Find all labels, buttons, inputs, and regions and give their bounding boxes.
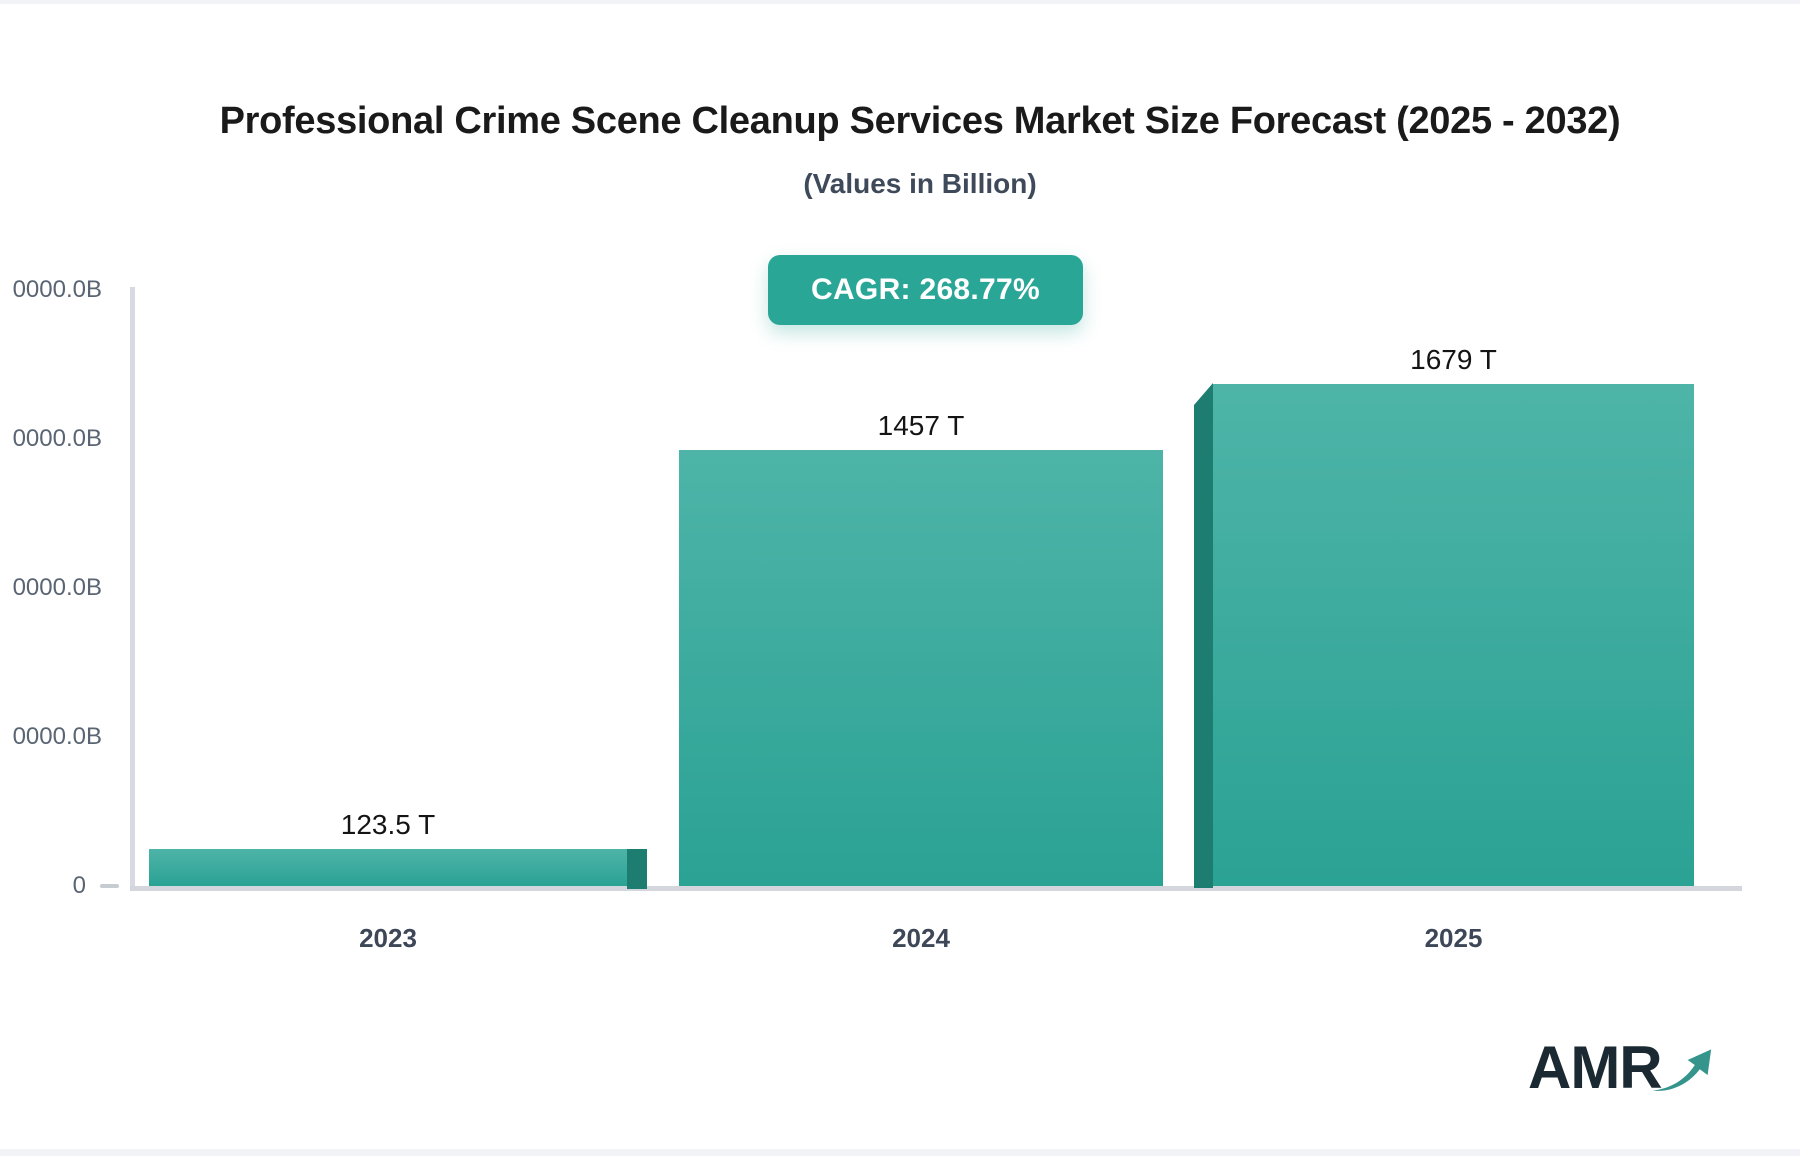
bar-2023-value-label: 123.5 T bbox=[340, 809, 436, 840]
y-tick-label-1: 0000.0B bbox=[12, 723, 102, 750]
y-tick-label-zero: 0 bbox=[72, 872, 86, 899]
bar-2025-value-label: 1679 T bbox=[1410, 344, 1497, 375]
cagr-badge: CAGR: 268.77% bbox=[768, 255, 1083, 325]
bar-2024-value-label: 1457 T bbox=[877, 410, 965, 441]
chart-title: Professional Crime Scene Cleanup Service… bbox=[219, 100, 1621, 142]
y-tick-label-2: 0000.0B bbox=[12, 574, 102, 601]
amr-logo-text: AMR bbox=[1528, 1034, 1663, 1101]
y-tick-label-3: 0000.0B bbox=[12, 425, 102, 452]
x-axis-label-2023: 2023 bbox=[359, 923, 417, 953]
y-axis-line bbox=[130, 287, 135, 891]
x-axis-label-2025: 2025 bbox=[1424, 923, 1483, 953]
cagr-badge-label: CAGR: 268.77% bbox=[811, 273, 1040, 306]
bar-2023-3d-side bbox=[627, 849, 647, 889]
x-axis-label-2024: 2024 bbox=[892, 923, 950, 953]
bar-2024 bbox=[679, 450, 1163, 886]
growth-arrow-icon bbox=[1650, 1036, 1714, 1099]
amr-logo: AMR bbox=[1528, 1038, 1714, 1099]
x-axis-line bbox=[130, 886, 1742, 891]
y-tick-label-4: 0000.0B bbox=[12, 276, 102, 303]
chart-subtitle: (Values in Billion) bbox=[803, 168, 1037, 199]
bar-2025-3d-side bbox=[1194, 383, 1213, 888]
bar-2023 bbox=[149, 849, 627, 886]
bar-2025 bbox=[1213, 384, 1694, 886]
y-axis-zero-tick-mark bbox=[100, 884, 119, 888]
